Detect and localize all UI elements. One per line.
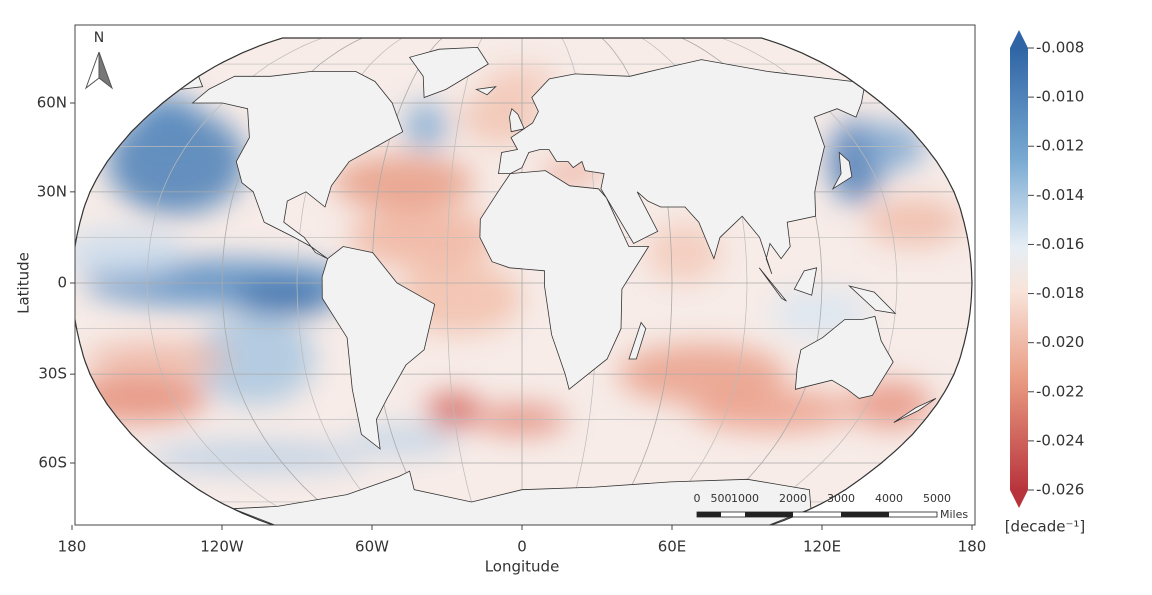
- scale-bar-segment: [745, 512, 793, 517]
- landmass: [232, 470, 812, 525]
- colorbar-label: [decade⁻¹]: [1005, 518, 1086, 536]
- x-tick-label: 60W: [355, 538, 389, 556]
- ocean-pattern: [234, 279, 335, 317]
- north-label: N: [94, 30, 104, 46]
- landmass: [893, 398, 937, 423]
- x-tick-label: 180: [958, 538, 987, 556]
- globe-outline: [75, 37, 973, 525]
- landmass: [793, 267, 818, 296]
- landmass: [321, 246, 436, 450]
- x-tick-label: 120W: [200, 538, 244, 556]
- map-frame: [74, 24, 976, 526]
- ocean-pattern: [75, 228, 187, 277]
- ocean-pattern: [145, 443, 370, 472]
- y-tick-label: 60S: [38, 454, 67, 472]
- colorbar-tick-label: -0.010: [1036, 88, 1084, 106]
- landmass: [847, 285, 897, 314]
- y-tick-label: 0: [57, 274, 67, 292]
- y-tick-label: 30S: [38, 365, 67, 383]
- landmass: [498, 59, 865, 275]
- scale-bar-label: 3000: [827, 492, 855, 505]
- landmass: [628, 321, 647, 360]
- scale-bar-label: 4000: [875, 492, 903, 505]
- scale-bar-label: 500: [711, 492, 732, 505]
- y-axis-label: Latitude: [15, 252, 33, 314]
- landmass: [509, 107, 525, 133]
- scale-bar: [696, 511, 938, 518]
- colorbar-tick-label: -0.020: [1036, 333, 1084, 351]
- ocean-pattern: [692, 389, 853, 432]
- colorbar-extend-bottom: [1010, 490, 1028, 508]
- scale-bar-segment: [697, 512, 721, 517]
- x-tick-label: 0: [517, 538, 527, 556]
- x-tick-label: 180: [58, 538, 87, 556]
- scale-bar-label: 1000: [731, 492, 759, 505]
- y-tick-label: 60N: [37, 94, 67, 112]
- colorbar-tick-label: -0.022: [1036, 382, 1084, 400]
- colorbar-tick-label: -0.012: [1036, 137, 1084, 155]
- landmass: [758, 267, 787, 302]
- colorbar-tick-label: -0.014: [1036, 186, 1084, 204]
- colorbar-extend-top: [1010, 30, 1028, 48]
- scale-bar-label: 0: [694, 492, 701, 505]
- landmass: [475, 86, 497, 96]
- colorbar-tick-label: -0.008: [1036, 39, 1084, 57]
- ocean-pattern: [332, 155, 475, 210]
- scale-bar-unit: Miles: [940, 508, 968, 521]
- x-tick-label: 60E: [658, 538, 687, 556]
- landmass: [408, 46, 489, 99]
- north-arrow: [98, 51, 114, 90]
- north-arrow: [84, 51, 100, 90]
- scale-bar-segment: [841, 512, 889, 517]
- colorbar-tick-label: -0.024: [1036, 431, 1084, 449]
- ocean-pattern: [135, 94, 199, 140]
- ocean-pattern: [75, 374, 209, 423]
- colorbar-tick-label: -0.016: [1036, 235, 1084, 253]
- ocean-pattern: [404, 103, 448, 149]
- scale-bar-label: 2000: [779, 492, 807, 505]
- globe: [75, 37, 973, 525]
- colorbar: [1010, 48, 1028, 490]
- scale-bar-label: 5000: [923, 492, 951, 505]
- x-tick-label: 120E: [803, 538, 841, 556]
- landmass: [794, 315, 894, 399]
- colorbar-tick-label: -0.018: [1036, 284, 1084, 302]
- landmass: [479, 170, 650, 390]
- colorbar-tick-label: -0.026: [1036, 481, 1084, 499]
- landmass: [191, 71, 404, 260]
- ocean-pattern: [193, 313, 316, 405]
- landmass: [831, 151, 853, 190]
- x-axis-label: Longitude: [485, 558, 560, 576]
- ocean-pattern: [865, 197, 964, 247]
- y-tick-label: 30N: [37, 182, 67, 200]
